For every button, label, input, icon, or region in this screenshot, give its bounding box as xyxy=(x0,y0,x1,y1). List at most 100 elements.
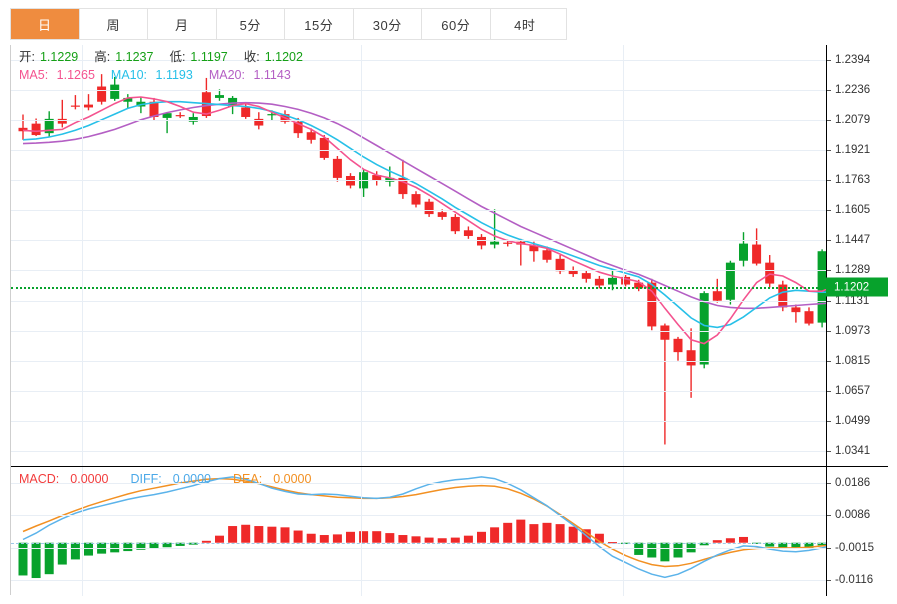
macd-bar xyxy=(516,519,526,543)
macd-bar xyxy=(450,537,460,543)
vertical-gridline xyxy=(361,467,362,596)
price-tick-mark xyxy=(827,360,831,362)
tab-period-7[interactable]: 4时 xyxy=(490,9,559,39)
macd-panel: MACD: 0.0000 DIFF: 0.0000 DEA: 0.0000 0.0186 0… xyxy=(11,466,888,596)
vertical-gridline xyxy=(82,467,83,596)
candle xyxy=(699,291,709,369)
price-tick-mark xyxy=(827,330,831,332)
last-price-badge: 1.1202 xyxy=(826,277,888,297)
macd-bar xyxy=(503,522,513,543)
macd-bar xyxy=(437,538,447,543)
macd-bar xyxy=(463,535,473,543)
macd-bar xyxy=(18,542,28,576)
price-legend: 开: 1.1229 高: 1.1237 低: 1.1197 收: 1.1202 MA5: 1.… xyxy=(19,49,319,84)
price-tick-label: 1.1605 xyxy=(835,204,871,217)
macd-label: MACD: xyxy=(19,472,60,486)
price-tick-mark xyxy=(827,60,831,62)
macd-tick-mark xyxy=(827,579,831,581)
ma10-value: 1.1193 xyxy=(155,68,193,82)
macd-bar xyxy=(385,533,395,543)
tab-period-2[interactable]: 月 xyxy=(148,9,217,39)
macd-bar xyxy=(215,535,224,543)
period-tab-strip[interactable]: 日周月 5分 15分 30分 60分 4时 xyxy=(10,8,567,40)
candle xyxy=(18,114,28,140)
close-label: 收: xyxy=(243,50,260,64)
price-gridline xyxy=(11,120,826,122)
macd-bar xyxy=(70,542,80,560)
tab-period-1[interactable]: 周 xyxy=(79,9,148,39)
price-tick-label: 1.1763 xyxy=(835,174,871,187)
price-gridline xyxy=(11,180,826,182)
price-tick-mark xyxy=(827,270,831,272)
price-gridline xyxy=(11,330,826,332)
candle xyxy=(621,275,631,287)
macd-bar xyxy=(647,542,657,558)
macd-bar xyxy=(594,533,604,543)
open-label: 开: xyxy=(19,50,35,64)
candle xyxy=(385,166,395,187)
ma5-line xyxy=(22,96,826,345)
low-label: 低: xyxy=(169,50,186,64)
vertical-gridline xyxy=(82,45,83,466)
macd-bar xyxy=(542,522,552,543)
macd-bar xyxy=(712,540,722,543)
price-tick-mark xyxy=(827,300,831,302)
candle xyxy=(319,135,329,160)
tab-period-5[interactable]: 30分 xyxy=(353,9,422,39)
candle xyxy=(306,128,316,144)
tab-period-3[interactable]: 5分 xyxy=(216,9,285,39)
price-gridline xyxy=(11,210,826,212)
candle xyxy=(608,270,617,291)
ma5-value: 1.1265 xyxy=(56,68,95,82)
macd-bar xyxy=(306,533,316,543)
candle xyxy=(712,278,722,303)
macd-bar xyxy=(804,542,814,548)
macd-bar xyxy=(411,536,421,543)
chart-frame: 开: 1.1229 高: 1.1237 低: 1.1197 收: 1.1202 MA5: 1.… xyxy=(10,45,888,596)
macd-bar xyxy=(267,526,277,543)
price-gridline xyxy=(11,360,826,362)
macd-bar xyxy=(660,542,670,562)
tab-period-6[interactable]: 60分 xyxy=(422,9,491,39)
price-tick-label: 1.1447 xyxy=(835,234,871,247)
candle xyxy=(411,191,421,208)
macd-bar xyxy=(424,537,434,543)
price-tick-mark xyxy=(827,180,831,182)
candle xyxy=(463,226,473,239)
tab-period-4[interactable]: 15分 xyxy=(285,9,354,39)
vertical-gridline xyxy=(623,467,624,596)
price-gridline xyxy=(11,150,826,152)
macd-svg xyxy=(18,476,826,579)
price-tick-mark xyxy=(827,390,831,392)
macd-bar xyxy=(201,540,211,543)
candle xyxy=(804,307,814,326)
candle xyxy=(450,214,460,235)
macd-bar xyxy=(228,526,238,543)
macd-bar xyxy=(149,542,159,549)
price-plot-area[interactable]: 开: 1.1229 高: 1.1237 低: 1.1197 收: 1.1202 MA5: 1.… xyxy=(11,45,826,466)
ohlc-row: 开: 1.1229 高: 1.1237 低: 1.1197 收: 1.1202 xyxy=(19,49,319,66)
dea-label: DEA: xyxy=(233,472,263,486)
macd-bar xyxy=(699,542,709,546)
price-tick-mark xyxy=(827,150,831,152)
price-gridline xyxy=(11,90,826,92)
macd-bar xyxy=(791,542,801,549)
price-gridline xyxy=(11,420,826,422)
candle xyxy=(44,111,54,137)
macd-bar xyxy=(359,531,369,543)
price-gridline xyxy=(11,60,826,62)
macd-value: 0.0000 xyxy=(70,472,109,486)
tab-period-0[interactable]: 日 xyxy=(11,9,80,39)
diff-value: 0.0000 xyxy=(172,472,211,486)
candle xyxy=(594,275,604,289)
ma-legend-row: MA5: 1.1265 MA10: 1.1193 MA20: 1.1143 xyxy=(19,67,319,84)
candle xyxy=(162,112,172,134)
candle xyxy=(752,228,762,266)
macd-gridline xyxy=(11,547,826,549)
macd-bar xyxy=(398,535,408,543)
macd-plot-area[interactable]: MACD: 0.0000 DIFF: 0.0000 DEA: 0.0000 xyxy=(11,467,826,596)
open-value: 1.1229 xyxy=(39,50,79,64)
candle xyxy=(477,234,486,250)
price-tick-label: 1.2079 xyxy=(835,114,871,127)
macd-tick-mark xyxy=(827,547,831,549)
